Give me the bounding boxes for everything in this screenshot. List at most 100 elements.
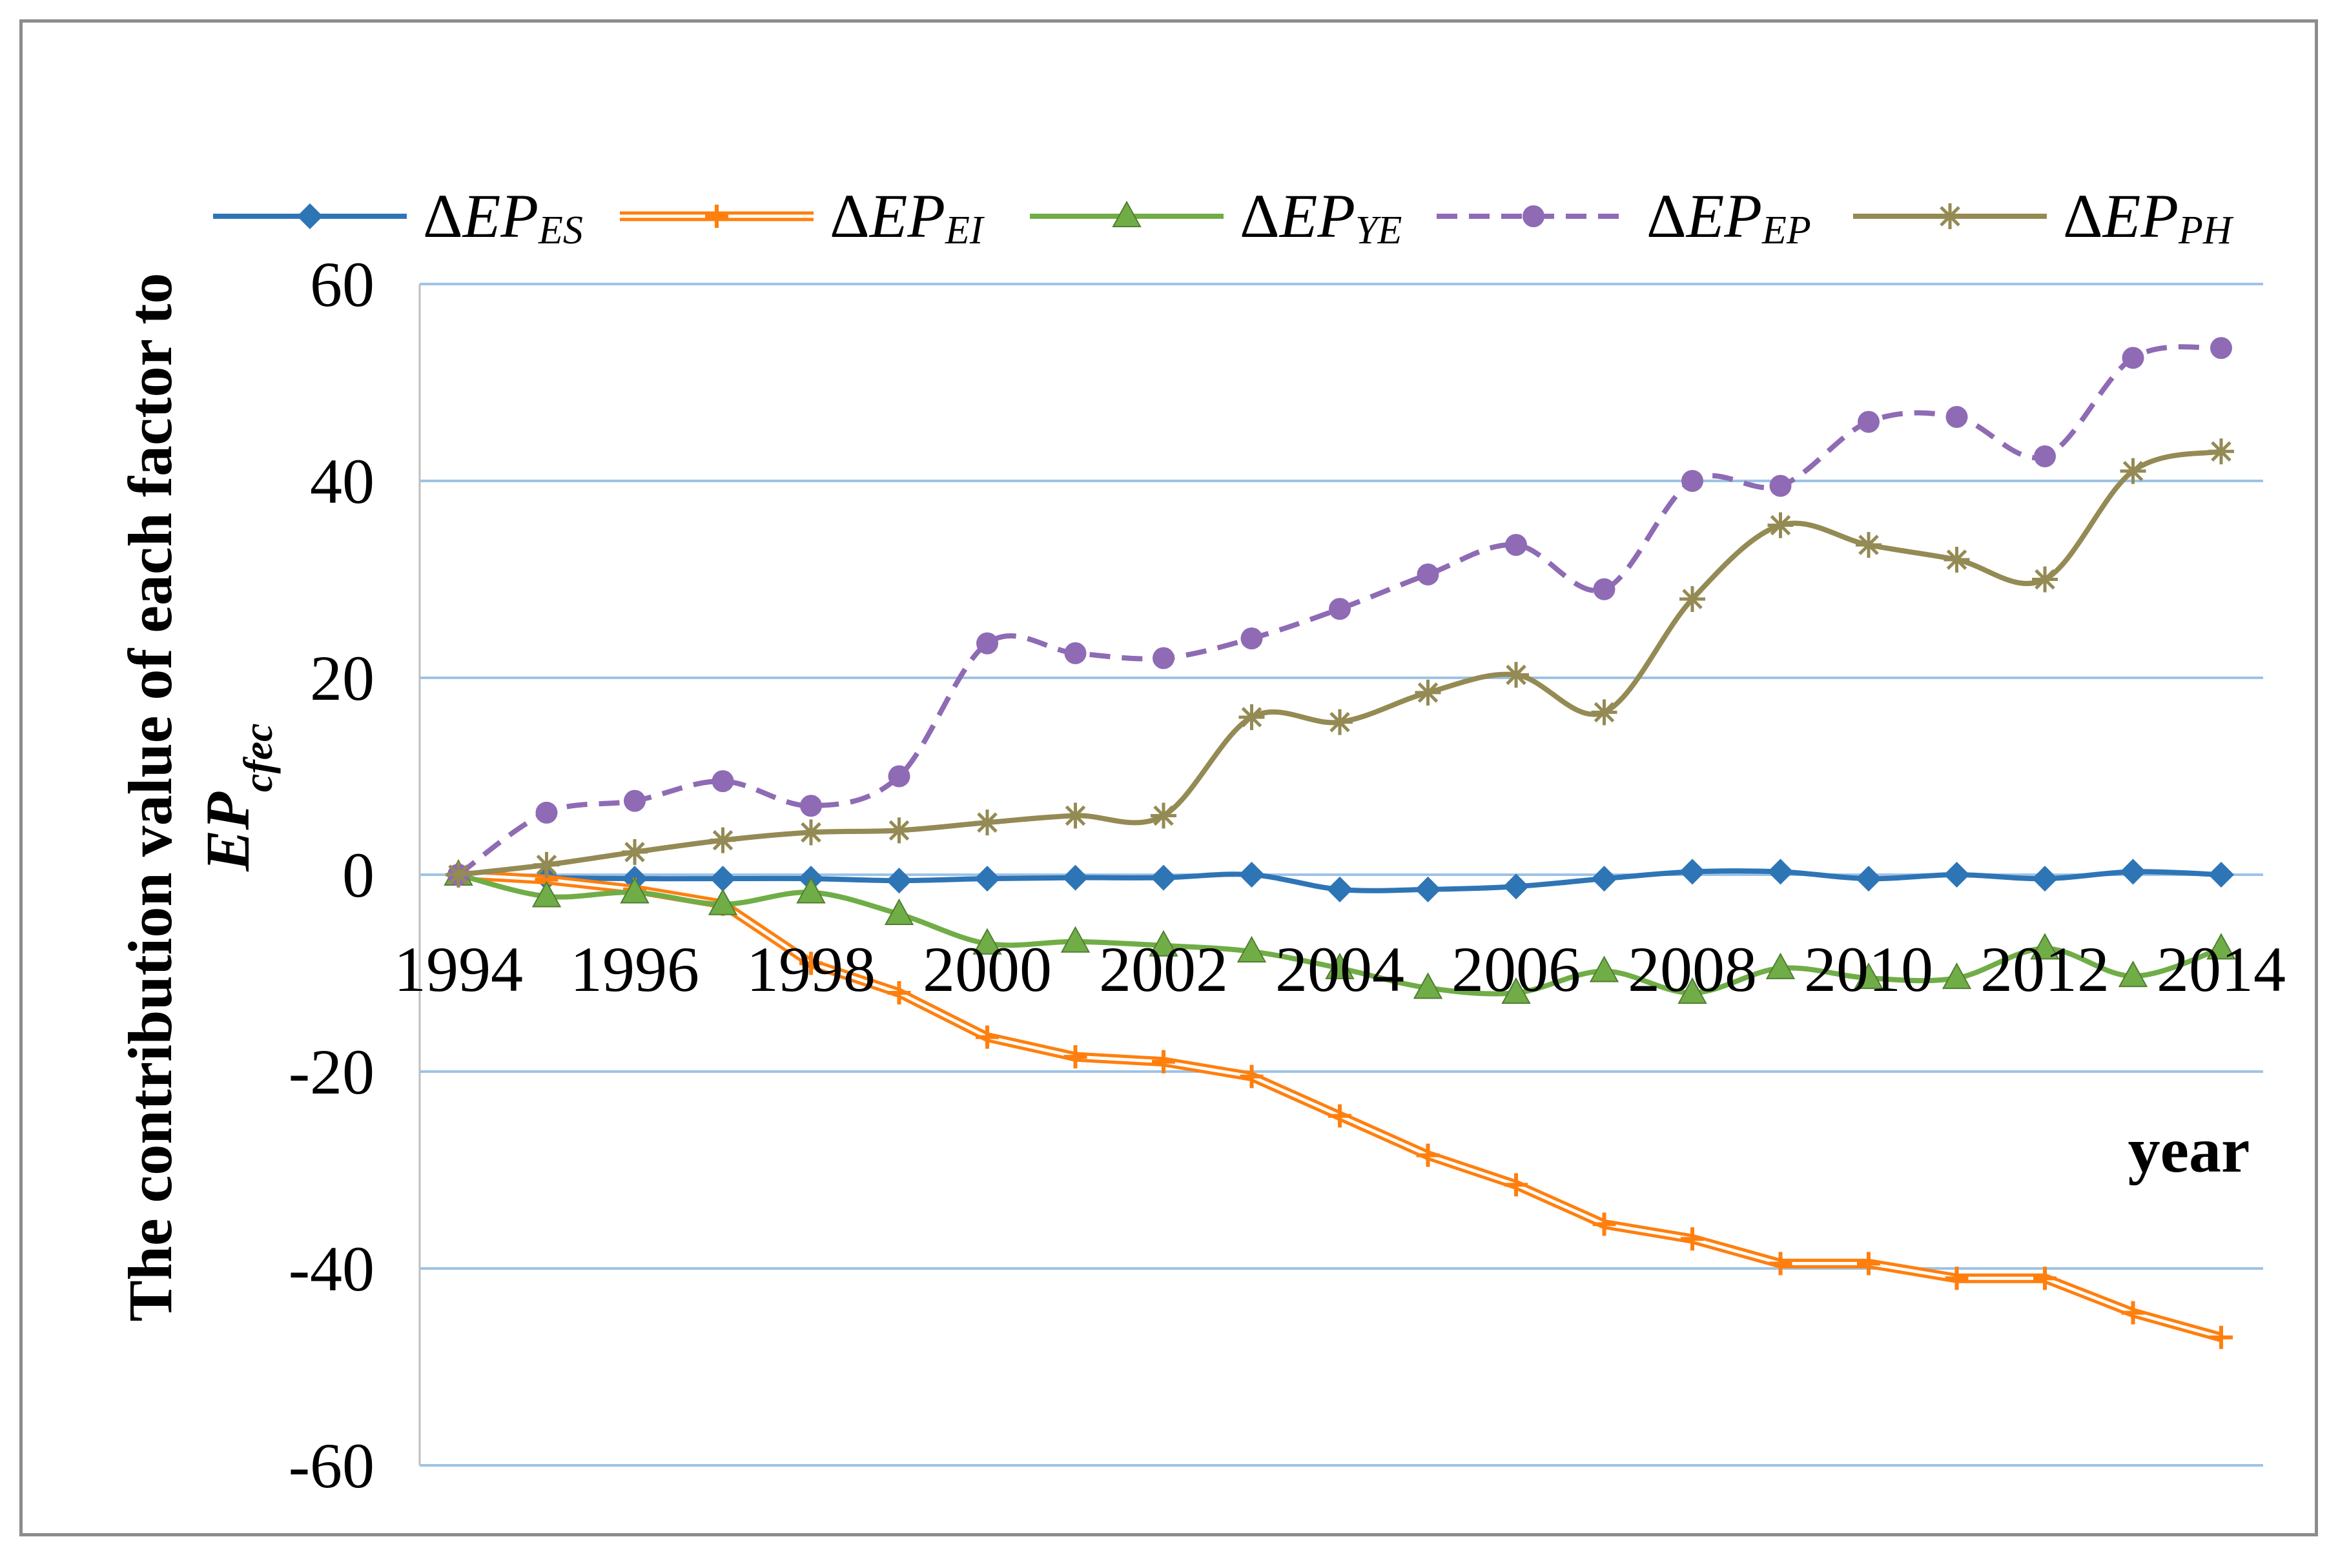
data-point: [1591, 866, 1617, 892]
data-point: [1325, 952, 1355, 979]
data-point: [1327, 709, 1353, 735]
x-tick-label: 1998: [746, 933, 876, 1005]
legend: ΔEPES ΔEPEI ΔEPYE ΔEPEP ΔEPPH: [213, 181, 2234, 252]
data-point: [886, 868, 912, 894]
data-point: [1504, 1173, 1528, 1197]
legend-item-ye: ΔEPYE: [1030, 181, 1402, 252]
series-ph: [446, 438, 2234, 888]
data-point: [2210, 1325, 2233, 1349]
data-point: [1328, 1104, 1351, 1128]
data-point: [297, 203, 323, 229]
legend-delta: Δ: [1240, 181, 1280, 250]
data-point: [1679, 859, 1705, 885]
data-point: [1523, 205, 1544, 227]
data-point: [974, 809, 1000, 836]
data-point: [620, 877, 650, 904]
legend-item-es: ΔEPES: [213, 181, 583, 252]
data-point: [798, 819, 824, 846]
legend-main: EP: [868, 181, 945, 250]
legend-item-ep: ΔEPEP: [1437, 181, 1811, 252]
data-point: [1679, 586, 1705, 612]
x-tick-label: 1996: [570, 933, 699, 1005]
data-point: [1765, 952, 1796, 979]
legend-sub: EI: [945, 209, 985, 252]
data-point: [1417, 563, 1439, 585]
data-point: [2032, 566, 2058, 593]
series-es: [446, 859, 2234, 902]
data-point: [799, 952, 823, 975]
data-point: [1937, 203, 1963, 229]
data-point: [1501, 977, 1531, 1004]
series-ep: [447, 337, 2232, 886]
data-point: [531, 881, 562, 908]
data-point: [1945, 405, 1968, 428]
x-tick-label: 2012: [1980, 933, 2109, 1005]
data-point: [2208, 862, 2234, 888]
data-point: [1060, 926, 1091, 953]
data-point: [1681, 470, 1703, 492]
data-point: [1415, 679, 1441, 706]
data-point: [1240, 1064, 1264, 1088]
data-point: [1593, 578, 1616, 600]
legend-delta: Δ: [1646, 181, 1687, 250]
legend-main: EP: [462, 181, 539, 250]
data-point: [446, 862, 471, 888]
y-tick-label: 20: [310, 642, 374, 714]
x-tick-label: 2002: [1099, 933, 1228, 1005]
y-tick-label: 60: [310, 249, 374, 320]
data-point: [974, 866, 1000, 892]
series-line: [456, 344, 2222, 877]
data-point: [712, 770, 734, 793]
data-point: [1327, 876, 1353, 902]
data-point: [976, 1025, 999, 1049]
data-point: [1152, 1050, 1175, 1074]
legend-item-ei: ΔEPEI: [620, 181, 985, 252]
legend-label: ΔEPES: [423, 181, 583, 252]
data-point: [1589, 955, 1619, 983]
data-point: [1503, 873, 1529, 900]
data-point: [796, 877, 826, 904]
y-axis-title-sub: cfec: [235, 723, 281, 792]
data-point: [972, 928, 1002, 955]
data-point: [1505, 534, 1527, 556]
data-point: [1153, 647, 1174, 669]
x-tick-labels: 1994 1996 1998 2000 2002 2004 2006 2008 2010 2012…: [394, 933, 2286, 1005]
data-point: [888, 765, 910, 788]
data-point: [2120, 458, 2146, 484]
legend-label: ΔEPEI: [830, 181, 985, 252]
y-axis-title-line1: The contribution value of each factor to: [116, 273, 185, 1322]
y-axis-title: The contribution value of each factor to…: [116, 273, 281, 1322]
data-point: [1767, 859, 1794, 885]
series-lines: [444, 337, 2236, 1349]
data-point: [1856, 532, 1882, 558]
line-chart: -60 -40 -20 0 20 40 60 1994 1996 1998 2000 2002 200…: [116, 181, 2286, 1502]
legend-sub: YE: [1355, 209, 1402, 252]
data-point: [2030, 933, 2060, 960]
x-tick-label: 2008: [1628, 933, 1757, 1005]
data-point: [1854, 962, 1883, 990]
data-point: [2210, 337, 2232, 360]
legend-sub: PH: [2178, 209, 2234, 252]
legend-sub: ES: [538, 209, 583, 252]
data-point: [1416, 1143, 1440, 1167]
data-point: [535, 801, 558, 824]
data-point: [1857, 1252, 1880, 1276]
data-point: [1769, 474, 1792, 497]
legend-label: ΔEPPH: [2063, 181, 2234, 252]
data-point: [1062, 802, 1089, 829]
y-tick-label: 40: [310, 445, 374, 517]
data-point: [1149, 930, 1178, 957]
legend-delta: Δ: [830, 181, 870, 250]
x-tick-label: 2004: [1275, 933, 1404, 1005]
y-tick-label: -60: [289, 1430, 374, 1502]
series-line: [458, 449, 2222, 877]
data-point: [1062, 864, 1089, 891]
x-axis-title: year: [2128, 1114, 2250, 1186]
legend-item-ph: ΔEPPH: [1853, 181, 2234, 252]
y-axis-title-line2: EPcfec: [193, 723, 281, 871]
data-point: [2120, 859, 2146, 885]
x-tick-label: 1994: [394, 933, 523, 1005]
x-tick-label: 2000: [923, 933, 1052, 1005]
data-point: [2032, 866, 2058, 892]
legend-main: EP: [1685, 181, 1762, 250]
